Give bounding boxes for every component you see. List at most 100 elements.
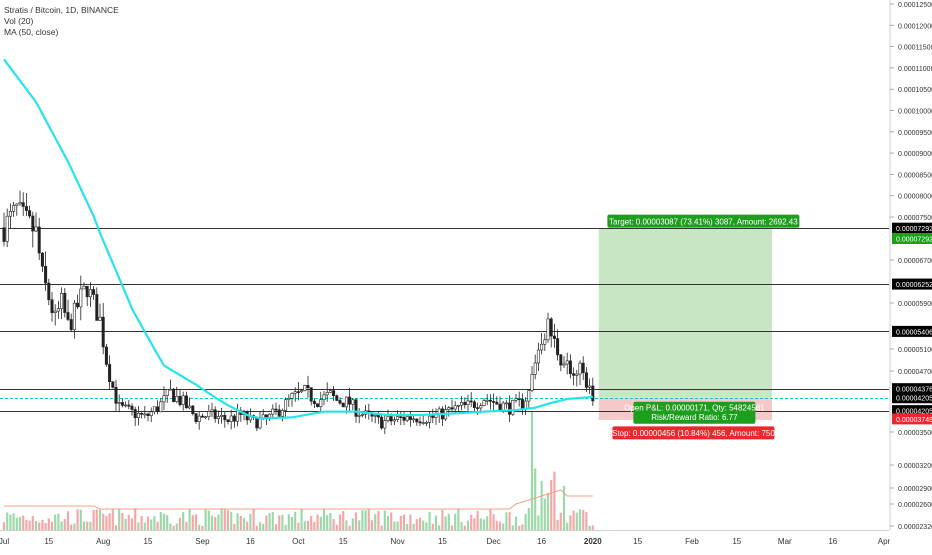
candle-body <box>172 388 176 402</box>
candle-body <box>405 416 409 421</box>
volume-bar <box>242 518 246 530</box>
volume-bar <box>418 517 422 530</box>
volume-bar <box>354 512 358 530</box>
candle-body <box>524 400 528 409</box>
target-label: Target: 0.00003087 (73.41%) 3087, Amount… <box>609 217 798 226</box>
volume-bar <box>255 525 258 530</box>
volume-bar <box>150 519 153 530</box>
candle-body <box>463 402 467 406</box>
time-axis-label: 16 <box>828 537 837 546</box>
volume-bar <box>239 515 242 530</box>
candle-body <box>591 385 595 402</box>
candle-body <box>15 203 19 206</box>
candle-body <box>376 414 380 418</box>
volume-bar <box>130 518 134 530</box>
volume-bar <box>140 515 143 530</box>
price-axis-label: 0.00007500 <box>898 215 932 222</box>
volume-bar <box>466 520 470 530</box>
stop-label-bg <box>612 426 775 440</box>
volume-bar <box>89 521 92 530</box>
volume-bar <box>278 515 281 530</box>
volume-bar <box>297 522 300 530</box>
time-axis-label: 16 <box>537 537 546 546</box>
candle-body <box>200 415 204 418</box>
time-axis-label: Jul <box>0 537 9 546</box>
candle-body <box>140 412 144 415</box>
volume-bar <box>236 513 239 530</box>
candle-body <box>428 415 432 423</box>
candle-body <box>341 402 345 408</box>
candle-body <box>284 399 288 411</box>
volume-bar <box>505 512 508 530</box>
candle-body <box>194 413 198 422</box>
volume-bar <box>31 515 34 530</box>
price-marker: 0.00007292 <box>896 226 932 233</box>
candle-body <box>216 416 220 419</box>
volume-bar <box>124 518 127 530</box>
candle-body <box>280 410 284 417</box>
volume-bar <box>172 525 175 530</box>
volume-bar <box>185 521 188 530</box>
volume-bar <box>383 510 386 530</box>
volume-bar <box>489 508 492 530</box>
candle-body <box>517 398 521 400</box>
volume-bar <box>358 520 361 530</box>
volume-bar <box>214 517 217 530</box>
volume-bar <box>70 524 73 530</box>
candle-body <box>514 398 518 401</box>
candle-body <box>389 416 393 422</box>
candle-body <box>124 404 128 407</box>
candle-body <box>72 302 76 331</box>
candle-body <box>338 400 342 404</box>
candle-body <box>40 252 44 267</box>
volume-bar <box>396 521 399 530</box>
volume-bar <box>188 509 191 530</box>
volume-bar <box>95 509 98 530</box>
candle-body <box>456 404 460 407</box>
candle-body <box>60 292 64 309</box>
volume-indicator-label: Vol (20) <box>4 16 34 26</box>
candle-body <box>332 390 336 397</box>
price-axis-label: 0.00009500 <box>898 130 932 137</box>
volume-bar <box>473 518 476 530</box>
candle-body <box>210 409 214 412</box>
volume-bar <box>402 514 406 530</box>
volume-bar <box>431 523 434 530</box>
candle-body <box>271 408 275 415</box>
volume-bar <box>265 515 268 530</box>
volume-bar <box>76 509 79 530</box>
volume-bar <box>441 509 444 530</box>
candle-body <box>533 362 537 375</box>
volume-bar <box>194 514 198 530</box>
price-marker-bg <box>892 233 932 244</box>
candle-body <box>50 299 54 313</box>
candle-body <box>578 362 582 375</box>
candle-body <box>348 396 352 405</box>
candle-body <box>450 407 454 410</box>
risk-reward-label: Risk/Reward Ratio: 6.77 <box>651 413 738 422</box>
candle-body <box>287 398 291 401</box>
volume-bar <box>460 522 463 530</box>
volume-bar <box>127 514 130 530</box>
price-axis-label: 0.00002600 <box>898 502 932 509</box>
volume-bar <box>303 521 306 530</box>
candle-body <box>88 289 92 298</box>
volume-bar <box>230 511 233 530</box>
candle-body <box>421 422 425 424</box>
price-axis-label: 0.00009000 <box>898 151 932 158</box>
candle-body <box>530 374 534 391</box>
volume-bar <box>121 512 124 530</box>
time-axis-label: 15 <box>438 537 447 546</box>
candle-body <box>117 402 121 404</box>
volume-bar <box>415 519 418 530</box>
time-axis-label: 15 <box>732 537 741 546</box>
volume-bar <box>534 468 537 530</box>
candle-body <box>229 415 233 422</box>
candle-body <box>556 338 560 356</box>
volume-bar <box>249 513 252 530</box>
candle-body <box>447 407 451 410</box>
candle-body <box>24 206 28 211</box>
volume-bar <box>543 498 546 530</box>
candle-body <box>373 414 377 417</box>
